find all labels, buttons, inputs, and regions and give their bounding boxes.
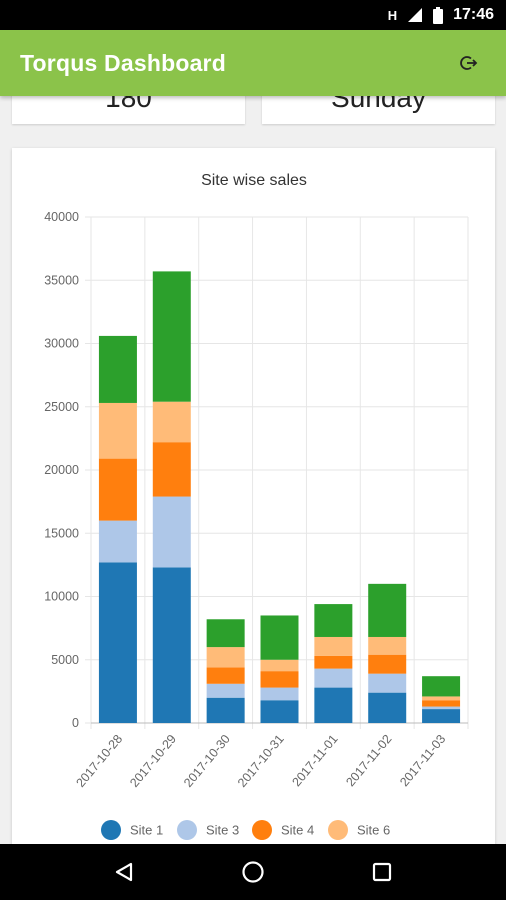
y-tick-label: 30000 xyxy=(44,337,79,351)
stat-value-day: Sunday xyxy=(331,96,426,113)
chart-title: Site wise sales xyxy=(201,172,307,189)
y-tick-label: 15000 xyxy=(44,526,79,540)
legend-marker[interactable] xyxy=(252,820,272,840)
bar-segment[interactable] xyxy=(98,562,137,723)
bar-segment[interactable] xyxy=(152,567,191,723)
bar-segment[interactable] xyxy=(422,696,461,701)
bar-segment[interactable] xyxy=(422,706,461,710)
bar-segment[interactable] xyxy=(206,697,245,723)
bar-segment[interactable] xyxy=(206,647,245,668)
bar-segment[interactable] xyxy=(260,700,299,723)
dashboard-content[interactable]: 180 Sunday Site wise sales 0 5000 10000 150… xyxy=(0,96,506,844)
stat-card-day: Sunday xyxy=(262,96,495,124)
bar-segment[interactable] xyxy=(152,401,191,443)
bar-segment[interactable] xyxy=(368,583,407,637)
bar-segment[interactable] xyxy=(368,654,407,674)
back-icon xyxy=(116,862,133,882)
bar-segment[interactable] xyxy=(314,655,353,669)
bar-segment[interactable] xyxy=(314,668,353,688)
bar-segment[interactable] xyxy=(152,442,191,497)
bar-segment[interactable] xyxy=(368,636,407,655)
legend-marker[interactable] xyxy=(328,820,348,840)
y-tick-label: 25000 xyxy=(44,400,79,414)
bar-segment[interactable] xyxy=(260,687,299,701)
navigation-bar xyxy=(0,844,506,900)
bar-segment[interactable] xyxy=(98,520,137,563)
y-tick-label: 40000 xyxy=(44,210,79,224)
bar-segment[interactable] xyxy=(314,604,353,637)
y-tick-label: 0 xyxy=(72,716,79,730)
bar-segment[interactable] xyxy=(422,700,461,707)
bar-segment[interactable] xyxy=(368,692,407,723)
x-tick-label: 2017-10-31 xyxy=(235,732,287,790)
x-tick-label: 2017-11-01 xyxy=(289,732,340,789)
legend-label[interactable]: Site 4 xyxy=(281,823,314,838)
status-bar: H 17:46 xyxy=(0,0,506,30)
bar-segment[interactable] xyxy=(422,676,461,697)
app-title: Torqus Dashboard xyxy=(20,49,226,76)
y-tick-label: 10000 xyxy=(44,590,79,604)
legend-label[interactable]: Site 6 xyxy=(357,823,390,838)
bar-segment[interactable] xyxy=(206,619,245,648)
bar-segment[interactable] xyxy=(260,659,299,672)
y-tick-label: 35000 xyxy=(44,273,79,287)
bar-segment[interactable] xyxy=(368,673,407,693)
signal-icon xyxy=(408,8,423,22)
bar-segment[interactable] xyxy=(314,636,353,656)
network-type-label: H xyxy=(387,7,398,23)
stat-card-count: 180 xyxy=(12,96,245,124)
bar-segment[interactable] xyxy=(98,458,137,521)
recents-icon xyxy=(372,862,391,882)
x-tick-label: 2017-10-30 xyxy=(181,732,233,790)
bar-segment[interactable] xyxy=(98,402,137,459)
legend-marker[interactable] xyxy=(177,820,197,840)
bar-segment[interactable] xyxy=(422,709,461,723)
legend-label[interactable]: Site 3 xyxy=(206,823,239,838)
y-tick-label: 20000 xyxy=(44,463,79,477)
bar-segment[interactable] xyxy=(314,687,353,723)
bar-segment[interactable] xyxy=(260,671,299,688)
stat-value-count: 180 xyxy=(105,96,152,113)
y-tick-label: 5000 xyxy=(51,653,79,667)
bar-segment[interactable] xyxy=(152,496,191,568)
bar-segment[interactable] xyxy=(206,667,245,684)
site-sales-chart-card: Site wise sales 0 5000 10000 15000 20000 2500… xyxy=(12,148,495,844)
home-button[interactable] xyxy=(231,850,275,894)
back-button[interactable] xyxy=(102,850,146,894)
bar-segment[interactable] xyxy=(98,335,137,403)
status-time: 17:46 xyxy=(453,6,494,23)
recents-button[interactable] xyxy=(360,850,404,894)
legend-label[interactable]: Site 1 xyxy=(130,823,163,838)
site-sales-chart: Site wise sales 0 5000 10000 15000 20000 2500… xyxy=(44,172,469,840)
x-tick-label: 2017-10-29 xyxy=(127,732,179,790)
bar-segment[interactable] xyxy=(152,271,191,402)
x-tick-label: 2017-10-28 xyxy=(73,732,125,790)
bar-segment[interactable] xyxy=(260,615,299,660)
logout-icon xyxy=(460,56,478,70)
bar-segment[interactable] xyxy=(206,683,245,698)
x-tick-label: 2017-11-03 xyxy=(397,732,448,789)
x-tick-label: 2017-11-02 xyxy=(343,732,394,789)
app-bar: Torqus Dashboard xyxy=(0,30,506,96)
battery-icon xyxy=(433,6,444,24)
home-icon xyxy=(242,861,264,883)
legend-marker[interactable] xyxy=(101,820,121,840)
logout-button[interactable] xyxy=(454,48,484,78)
